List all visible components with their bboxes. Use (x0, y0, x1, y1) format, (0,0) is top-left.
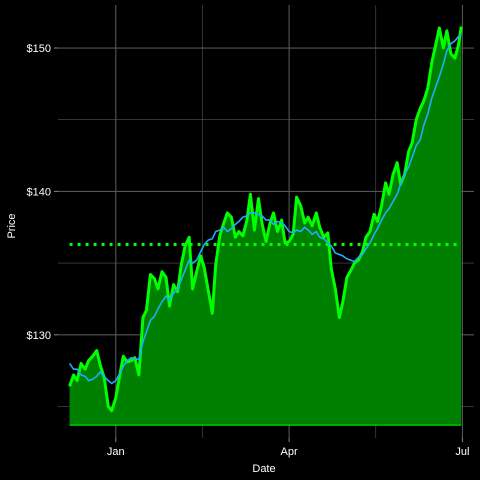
series-lines (68, 26, 463, 413)
average-line (68, 34, 462, 385)
y-tick-label: $140 (27, 186, 51, 198)
y-tick-label: $130 (27, 330, 51, 342)
price-line (68, 26, 463, 413)
y-axis-title: Price (6, 213, 18, 238)
area-layer (69, 26, 462, 426)
x-tick-label: Apr (281, 446, 298, 458)
x-axis-title: Date (252, 463, 275, 475)
x-tick-label: Jul (455, 446, 469, 458)
y-tick-label: $150 (27, 43, 51, 55)
axis-ticks: $130 $140 $150 Jan Apr Jul (27, 43, 470, 458)
price-area (69, 26, 462, 426)
x-tick-label: Jan (107, 446, 125, 458)
